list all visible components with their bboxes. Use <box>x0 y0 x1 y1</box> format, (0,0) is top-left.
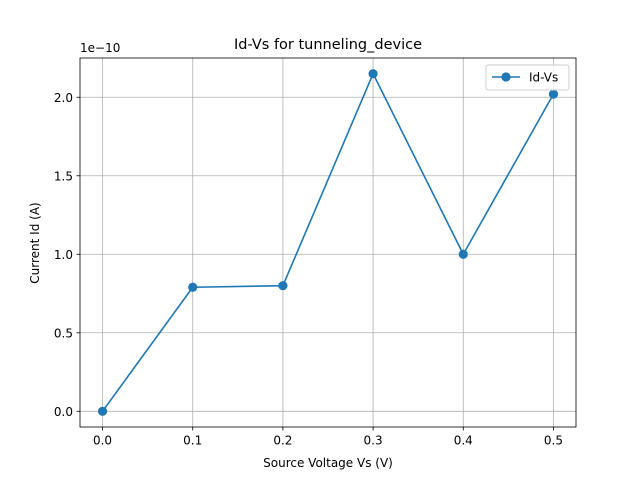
x-tick-label: 0.1 <box>183 434 202 448</box>
chart-title: Id-Vs for tunneling_device <box>234 37 422 53</box>
y-tick-label: 0.0 <box>54 405 73 419</box>
x-tick-label: 0.3 <box>364 434 383 448</box>
axis-ticks: 0.0 0.1 0.2 0.3 0.4 0.5 0.0 0.5 1.0 1.5 2.0 <box>54 91 563 448</box>
x-tick-label: 0.4 <box>454 434 473 448</box>
data-point <box>278 281 288 291</box>
y-tick-label: 1.0 <box>54 248 73 262</box>
data-point <box>548 89 559 99</box>
x-tick-label: 0.2 <box>273 434 292 448</box>
plot-area-frame <box>79 57 577 428</box>
legend-label: Id-Vs <box>529 71 558 85</box>
data-point <box>97 406 108 416</box>
legend: Id-Vs <box>485 64 570 91</box>
y-tick-label: 0.5 <box>54 326 73 340</box>
x-axis-label: Source Voltage Vs (V) <box>263 456 393 470</box>
series-line <box>101 72 555 412</box>
data-point <box>188 282 198 292</box>
legend-box <box>485 64 570 91</box>
y-axis-label: Current Id (A) <box>28 202 42 283</box>
y-tick-label: 1.5 <box>54 169 73 183</box>
grid <box>80 58 576 427</box>
y-tick-label: 2.0 <box>54 91 73 105</box>
data-point <box>458 249 468 259</box>
legend-marker-swatch <box>501 72 511 82</box>
data-series <box>97 69 559 416</box>
x-tick-label: 0.0 <box>93 434 112 448</box>
y-offset-text: 1e−10 <box>80 41 120 55</box>
data-point <box>368 69 378 79</box>
x-tick-label: 0.5 <box>544 434 563 448</box>
